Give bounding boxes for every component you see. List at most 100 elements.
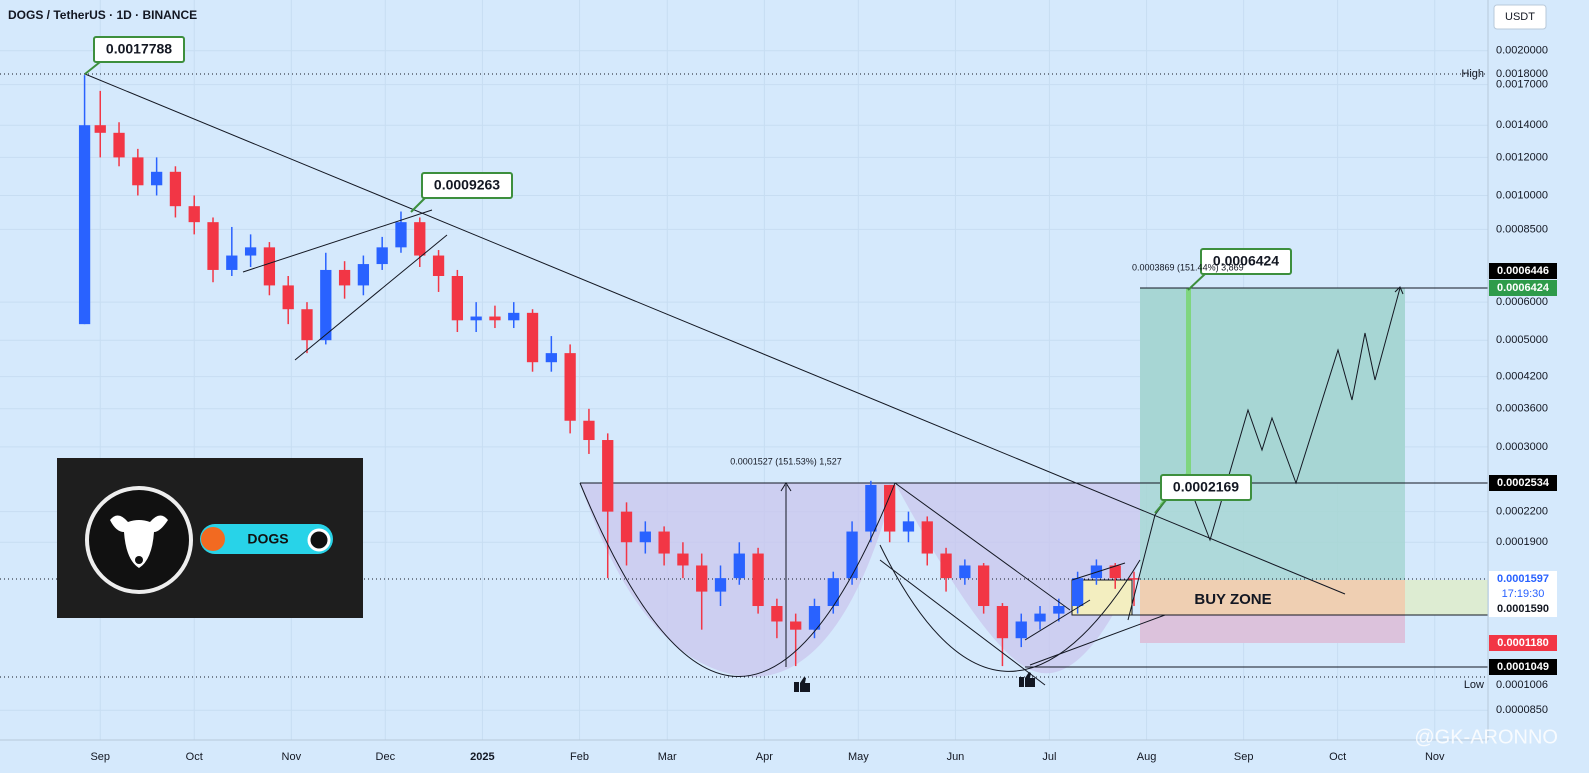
candle-body xyxy=(959,565,971,579)
x-tick-label: Oct xyxy=(186,751,203,763)
x-tick-label: Nov xyxy=(282,751,302,763)
candle-body xyxy=(884,484,896,532)
candle-body xyxy=(414,222,426,256)
x-tick-label: Apr xyxy=(756,751,773,763)
y-tick-label: 0.0020000 xyxy=(1496,45,1548,57)
tag: 0.0001597 xyxy=(1497,573,1549,585)
callout-box xyxy=(421,172,513,199)
x-tick-label: Mar xyxy=(658,751,677,763)
wedge-bottom xyxy=(294,234,448,361)
projection-arrow xyxy=(1394,286,1404,295)
flag-line xyxy=(1024,599,1091,641)
callout-pointer xyxy=(84,61,101,75)
candle-body xyxy=(1109,565,1121,579)
logo-label: DOGS xyxy=(247,531,288,547)
logo-dog xyxy=(110,515,168,568)
countdown: 17:19:30 xyxy=(1502,588,1545,600)
logo-nose xyxy=(135,556,143,564)
price-axis xyxy=(1488,0,1589,773)
candle-body xyxy=(677,553,689,566)
tag-bg xyxy=(1489,280,1557,296)
buy-zone xyxy=(1140,580,1405,615)
candle-body xyxy=(282,285,294,310)
candle-body xyxy=(921,521,933,554)
candle-body xyxy=(545,353,557,363)
x-tick-label: Aug xyxy=(1137,751,1157,763)
callout-text: 0.0009263 xyxy=(434,177,500,193)
callout-pointer xyxy=(1187,273,1206,291)
low-label: Low xyxy=(1464,679,1484,691)
candle-body xyxy=(583,420,595,441)
tag-bg xyxy=(1489,571,1557,603)
thumb-icon xyxy=(794,677,810,692)
zone-label: BUY ZONE xyxy=(1194,591,1271,608)
callout-box xyxy=(1160,474,1252,501)
x-tick-label: Dec xyxy=(376,751,396,763)
y-tick-label: 0.0014000 xyxy=(1496,119,1548,131)
thumb-icon xyxy=(1019,672,1035,687)
candle-body xyxy=(620,511,633,543)
candle-body xyxy=(470,316,482,321)
tag: 0.0001049 xyxy=(1497,661,1549,673)
watermark: @GK-ARONNO xyxy=(1414,726,1558,748)
candle-body xyxy=(827,578,839,607)
candle-body xyxy=(432,255,445,276)
candle-body xyxy=(489,316,501,321)
callout-pointer xyxy=(410,197,426,213)
channel-bottom xyxy=(879,559,1046,686)
candle-body xyxy=(451,275,464,321)
candle-body xyxy=(188,206,200,223)
axes: 0.0020000 0.0017000 0.0014000 0.0012000 0.00… xyxy=(90,45,1548,763)
price-tags: High 0.0018000 Low 0.0001006 0.0006446 0… xyxy=(1461,68,1557,691)
target-zone xyxy=(1140,288,1405,483)
candle-body xyxy=(658,531,670,554)
candle-body xyxy=(1034,613,1046,622)
candles xyxy=(78,75,1140,667)
candle-body xyxy=(696,565,708,592)
buy-zone-extension xyxy=(1405,580,1488,615)
candle-body xyxy=(301,309,313,341)
candle-body xyxy=(602,440,614,512)
x-tick-label: Oct xyxy=(1329,751,1346,763)
logo-dot xyxy=(201,527,225,551)
x-tick-label: Sep xyxy=(90,751,110,763)
candle-body xyxy=(376,247,388,265)
tag-bg xyxy=(1489,659,1557,675)
candle-body xyxy=(771,606,783,622)
y-tick-label: 0.0006000 xyxy=(1496,296,1548,308)
high-label: High xyxy=(1461,68,1484,80)
channel-top xyxy=(894,482,1071,611)
candle-body xyxy=(996,606,1009,639)
candle-body xyxy=(263,247,276,286)
candle-body xyxy=(113,132,125,158)
candle-body xyxy=(752,553,764,607)
y-tick-label: 0.0012000 xyxy=(1496,151,1548,163)
callout-text: 0.0017788 xyxy=(106,41,172,57)
candle-body xyxy=(733,553,745,579)
candle-body xyxy=(940,553,952,579)
tag-bg xyxy=(1489,601,1557,617)
x-tick-label: May xyxy=(848,751,869,763)
candle-body xyxy=(846,531,858,579)
currency-box xyxy=(1493,4,1547,30)
callout-pointer xyxy=(1154,499,1167,514)
candle-body xyxy=(395,222,407,248)
logo: DOGS xyxy=(57,458,363,618)
tag: 0.0006446 xyxy=(1497,265,1549,277)
y-tick-label: 0.0010000 xyxy=(1496,189,1548,201)
measure-label: 0.0003869 (151.44%) 3,869 xyxy=(1132,262,1244,272)
y-tick-label: 0.0003600 xyxy=(1496,403,1548,415)
x-tick-label: Sep xyxy=(1234,751,1254,763)
candle-body xyxy=(564,353,576,421)
logo-pill xyxy=(200,524,333,554)
y-tick-label: 0.0017000 xyxy=(1496,79,1548,91)
candle-body xyxy=(1128,578,1140,580)
candle-body xyxy=(357,264,370,286)
candle-body xyxy=(1015,621,1027,639)
candle-body xyxy=(244,247,257,256)
candle-body xyxy=(1071,578,1084,607)
callout-text: 0.0006424 xyxy=(1213,253,1279,269)
candle-body xyxy=(714,578,727,592)
candle-body xyxy=(94,125,106,133)
